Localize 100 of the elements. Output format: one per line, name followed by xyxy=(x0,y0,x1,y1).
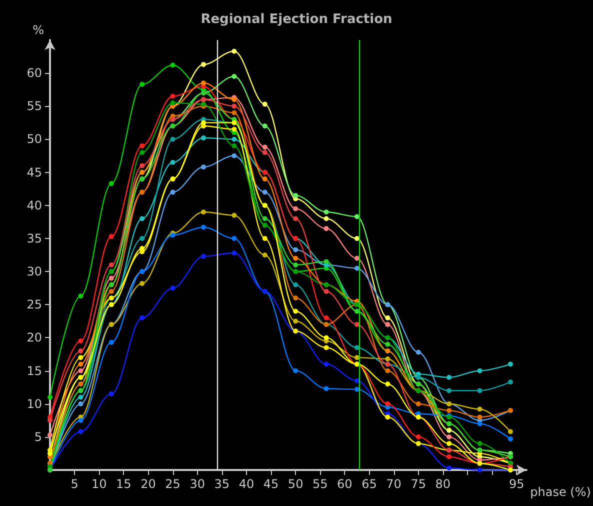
point xyxy=(293,206,298,212)
point xyxy=(324,362,329,367)
point xyxy=(354,266,360,271)
point xyxy=(262,124,268,128)
point xyxy=(385,401,390,406)
point xyxy=(232,136,237,142)
point xyxy=(324,210,329,214)
point xyxy=(385,315,390,320)
point xyxy=(293,216,298,222)
x-tick-label: 15 xyxy=(116,477,132,491)
point xyxy=(262,216,268,222)
point xyxy=(324,335,329,340)
point xyxy=(354,386,360,392)
point xyxy=(170,62,176,68)
point xyxy=(108,391,114,396)
point xyxy=(262,252,268,258)
point xyxy=(446,388,452,394)
point xyxy=(48,418,52,423)
point xyxy=(232,250,237,256)
point xyxy=(354,378,360,384)
point xyxy=(416,350,421,355)
point xyxy=(170,136,176,142)
point xyxy=(232,48,237,54)
point xyxy=(232,143,237,148)
point xyxy=(324,226,329,232)
x-tick-label: 40 xyxy=(238,477,254,491)
y-tick-label: 10 xyxy=(26,396,42,411)
point xyxy=(200,80,206,86)
point xyxy=(293,262,298,268)
point xyxy=(140,246,145,251)
point xyxy=(170,94,176,99)
point xyxy=(78,394,84,400)
y-tick-label: 35 xyxy=(26,231,42,246)
chart-title: Regional Ejection Fraction xyxy=(200,12,392,27)
point xyxy=(354,214,360,220)
x-tick-label: 5 xyxy=(70,477,78,491)
y-tick-label: 60 xyxy=(26,66,42,80)
point xyxy=(170,190,176,195)
x-tick-label: 95 xyxy=(508,477,524,491)
point xyxy=(416,434,421,440)
point xyxy=(200,120,206,126)
point xyxy=(354,345,360,350)
point xyxy=(293,318,298,324)
point xyxy=(446,408,452,413)
y-tick-label: 50 xyxy=(26,132,42,146)
point xyxy=(262,190,268,195)
point xyxy=(446,441,452,446)
point xyxy=(108,288,114,294)
point xyxy=(293,296,298,300)
point xyxy=(108,340,114,345)
point xyxy=(78,355,84,360)
point xyxy=(108,181,114,186)
x-tick-label: 65 xyxy=(362,477,377,491)
point xyxy=(78,429,84,434)
point xyxy=(48,432,52,438)
point xyxy=(477,388,482,394)
x-tick-label: 45 xyxy=(263,477,279,491)
point xyxy=(508,362,513,367)
point xyxy=(324,345,329,350)
point xyxy=(200,210,206,214)
point xyxy=(385,414,390,420)
point xyxy=(232,153,237,158)
point xyxy=(293,368,298,374)
point xyxy=(324,315,329,320)
point xyxy=(140,163,145,168)
y-tick-label: 25 xyxy=(26,298,42,312)
point xyxy=(200,224,206,230)
x-tick-label: 50 xyxy=(288,477,304,491)
y-tick-label: 55 xyxy=(26,99,42,114)
point xyxy=(446,374,452,380)
point xyxy=(140,143,145,148)
x-tick-label: 35 xyxy=(214,477,230,491)
point xyxy=(78,401,84,406)
point xyxy=(508,380,513,385)
y-tick-label: 20 xyxy=(26,330,42,345)
point xyxy=(78,368,84,374)
point xyxy=(140,280,145,286)
point xyxy=(385,322,390,327)
point xyxy=(262,236,268,241)
point xyxy=(385,356,390,362)
point xyxy=(48,450,52,456)
y-tick-label: 5 xyxy=(34,430,42,444)
point xyxy=(232,126,237,132)
x-tick-label: 25 xyxy=(165,477,180,491)
y-tick-label: 45 xyxy=(26,165,42,180)
x-tick-label: 60 xyxy=(337,477,352,491)
point xyxy=(108,276,114,281)
point xyxy=(293,247,298,252)
point xyxy=(446,454,452,460)
point xyxy=(232,236,237,241)
point xyxy=(200,164,206,170)
point xyxy=(324,259,329,264)
point xyxy=(508,429,513,434)
point xyxy=(477,368,482,374)
x-tick-label: 20 xyxy=(140,477,156,491)
point xyxy=(477,468,482,472)
point xyxy=(200,254,206,259)
point xyxy=(170,160,176,165)
x-tick-label: 30 xyxy=(190,477,205,491)
point xyxy=(232,74,237,79)
